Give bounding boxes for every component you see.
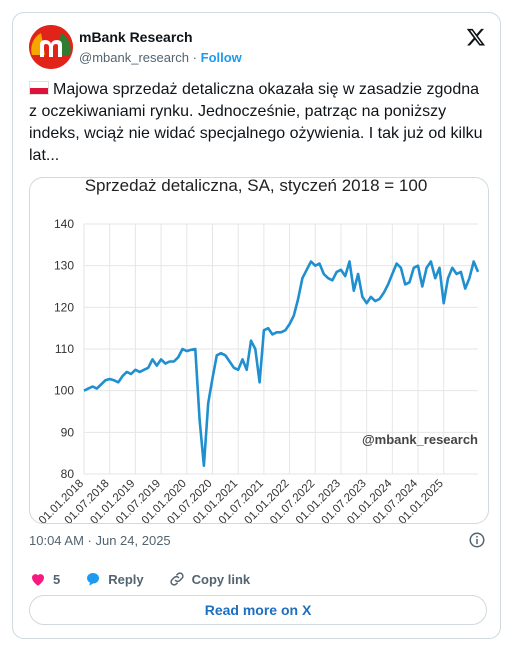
copy-link-button[interactable]: Copy link [168,570,251,588]
tweet-text: Majowa sprzedaż detaliczna okazała się w… [29,79,487,167]
mbank-logo-icon [29,25,73,69]
y-tick-label: 90 [61,425,75,439]
x-tick-labels: 01.01.201801.07.201801.01.201901.07.2019… [37,477,446,523]
reply-bubble-icon [87,573,100,586]
y-tick-label: 130 [54,259,74,273]
tweet-media[interactable]: Sprzedaż detaliczna, SA, styczeń 2018 = … [29,177,489,524]
read-more-button[interactable]: Read more on X [29,595,487,625]
copy-link-label: Copy link [191,571,251,587]
tweet-card: mBank Research @mbank_research · Follow … [12,12,501,639]
reply-button[interactable]: Reply [84,570,144,588]
like-count: 5 [53,571,61,587]
timestamp[interactable]: 10:04 AM · Jun 24, 2025 [29,533,171,548]
y-tick-label: 110 [55,342,74,356]
y-tick-label: 80 [61,467,75,481]
tweet-body: Majowa sprzedaż detaliczna okazała się w… [29,81,483,164]
handle-line: @mbank_research · Follow [79,49,242,66]
avatar[interactable] [29,25,73,69]
y-tick-label: 140 [54,217,74,231]
series-line [83,260,480,467]
info-icon[interactable] [468,531,486,549]
y-tick-label: 120 [54,300,74,314]
y-tick-labels: 80 90 100 110 120 130 140 [54,217,74,481]
poland-flag-icon [29,81,49,95]
reply-label: Reply [108,571,144,587]
retail-sales-chart: Sprzedaż detaliczna, SA, styczeń 2018 = … [37,178,480,523]
heart-icon [32,574,44,586]
x-logo-icon[interactable] [466,27,486,47]
y-tick-label: 100 [54,384,74,398]
follow-button[interactable]: Follow [200,50,242,65]
author-block: mBank Research @mbank_research · Follow [79,29,242,66]
link-icon [170,572,184,586]
author-name[interactable]: mBank Research [79,29,193,45]
chart-watermark: @mbank_research [362,432,478,447]
separator-dot: · [192,50,197,65]
action-bar: 5 Reply Copy link [29,569,484,589]
author-handle[interactable]: @mbank_research [79,50,190,65]
like-button[interactable]: 5 [29,570,60,588]
chart-title: Sprzedaż detaliczna, SA, styczeń 2018 = … [85,178,428,195]
